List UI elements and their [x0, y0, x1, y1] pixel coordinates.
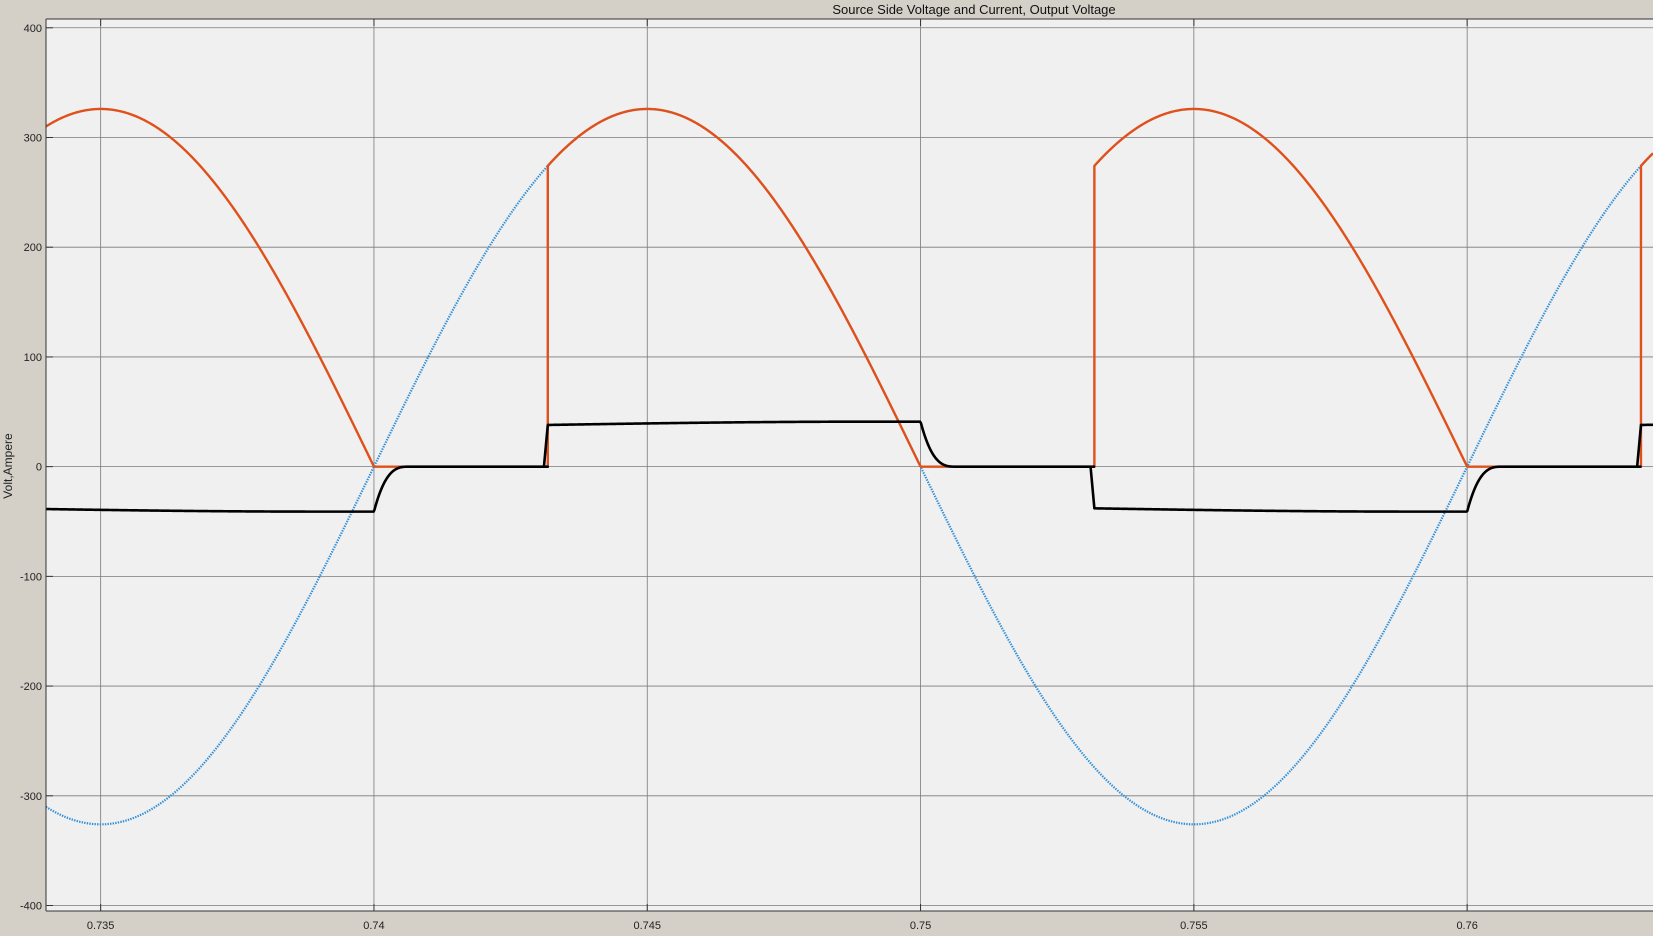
- y-tick-label: -100: [20, 571, 42, 583]
- series-source-current: [45, 420, 1653, 513]
- y-tick-label: 200: [24, 242, 42, 254]
- series-output-voltage: [45, 107, 1653, 468]
- y-gridlines: [46, 27, 1653, 906]
- y-tick-label: 400: [24, 23, 42, 35]
- plot-area[interactable]: [46, 19, 1653, 911]
- x-tick-label: 0.745: [633, 920, 661, 932]
- x-tick-label: 0.755: [1180, 920, 1208, 932]
- chart-title: Source Side Voltage and Current, Output …: [832, 2, 1115, 17]
- y-tick-label: -300: [20, 791, 42, 803]
- series-layer: [45, 107, 1653, 826]
- x-tick-marks: [100, 19, 1468, 911]
- y-axis-label: Volt,Ampere: [1, 433, 15, 499]
- x-tick-label: 0.735: [87, 920, 115, 932]
- y-tick-labels: 400 300 200 100 0 -100 -200 -300 -400: [20, 23, 42, 913]
- x-tick-label: 0.76: [1456, 920, 1477, 932]
- y-tick-label: 100: [24, 352, 42, 364]
- y-tick-marks: [46, 27, 53, 907]
- y-tick-label: 300: [24, 132, 42, 144]
- y-tick-label: 0: [36, 462, 42, 474]
- x-tick-label: 0.75: [910, 920, 931, 932]
- y-tick-label: -200: [20, 681, 42, 693]
- x-tick-labels: 0.735 0.74 0.745 0.75 0.755 0.76: [87, 920, 1478, 932]
- x-tick-label: 0.74: [363, 920, 384, 932]
- y-tick-label: -400: [20, 901, 42, 913]
